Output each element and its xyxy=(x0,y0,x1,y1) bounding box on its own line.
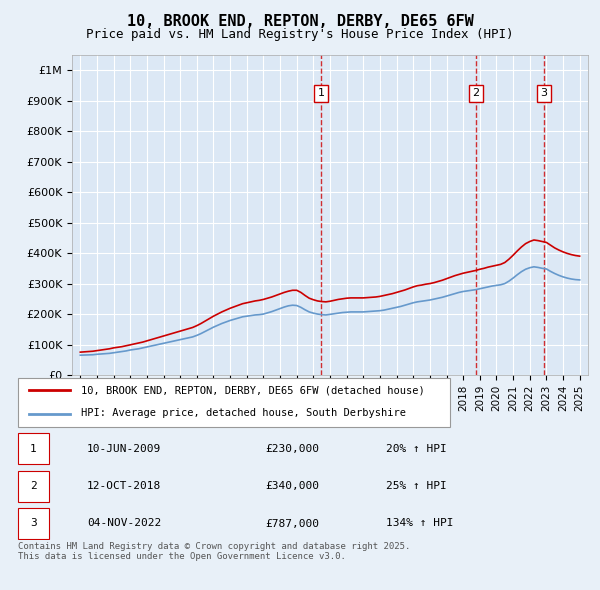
Bar xyxy=(18,433,49,464)
Text: £787,000: £787,000 xyxy=(265,519,319,529)
Text: 25% ↑ HPI: 25% ↑ HPI xyxy=(386,481,447,491)
Text: £340,000: £340,000 xyxy=(265,481,319,491)
Text: 20% ↑ HPI: 20% ↑ HPI xyxy=(386,444,447,454)
Text: 12-OCT-2018: 12-OCT-2018 xyxy=(87,481,161,491)
Text: HPI: Average price, detached house, South Derbyshire: HPI: Average price, detached house, Sout… xyxy=(81,408,406,418)
Text: 2: 2 xyxy=(30,481,37,491)
Text: 10, BROOK END, REPTON, DERBY, DE65 6FW: 10, BROOK END, REPTON, DERBY, DE65 6FW xyxy=(127,14,473,29)
Text: 3: 3 xyxy=(30,519,37,529)
Text: 1: 1 xyxy=(317,88,325,99)
Bar xyxy=(18,508,49,539)
Text: 134% ↑ HPI: 134% ↑ HPI xyxy=(386,519,454,529)
Text: 1: 1 xyxy=(30,444,37,454)
Text: 10, BROOK END, REPTON, DERBY, DE65 6FW (detached house): 10, BROOK END, REPTON, DERBY, DE65 6FW (… xyxy=(81,385,425,395)
Text: 3: 3 xyxy=(540,88,547,99)
Text: 10-JUN-2009: 10-JUN-2009 xyxy=(87,444,161,454)
Text: Contains HM Land Registry data © Crown copyright and database right 2025.
This d: Contains HM Land Registry data © Crown c… xyxy=(18,542,410,562)
Text: £230,000: £230,000 xyxy=(265,444,319,454)
Text: 04-NOV-2022: 04-NOV-2022 xyxy=(87,519,161,529)
Bar xyxy=(18,471,49,502)
Text: Price paid vs. HM Land Registry's House Price Index (HPI): Price paid vs. HM Land Registry's House … xyxy=(86,28,514,41)
Text: 2: 2 xyxy=(473,88,480,99)
